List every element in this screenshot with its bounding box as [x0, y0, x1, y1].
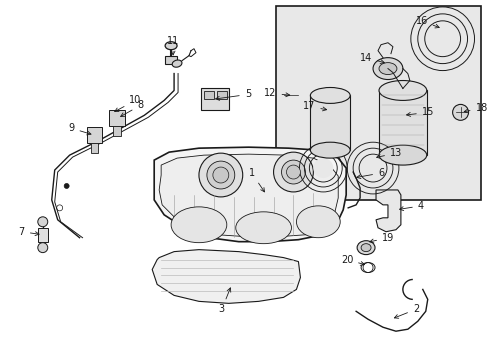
- Bar: [38, 228, 48, 242]
- Polygon shape: [154, 147, 346, 242]
- Text: 15: 15: [406, 107, 433, 117]
- Bar: [109, 111, 125, 126]
- Text: 19: 19: [369, 233, 393, 243]
- Circle shape: [199, 153, 242, 197]
- Text: 17: 17: [303, 102, 326, 111]
- Text: 12: 12: [264, 89, 289, 98]
- Text: 10: 10: [115, 95, 142, 112]
- Bar: [86, 127, 102, 143]
- Text: 8: 8: [121, 100, 143, 117]
- Text: 13: 13: [376, 148, 401, 158]
- Circle shape: [420, 17, 464, 60]
- Circle shape: [206, 161, 234, 189]
- Ellipse shape: [378, 145, 426, 165]
- Text: 4: 4: [399, 201, 423, 211]
- Text: 18: 18: [463, 103, 487, 113]
- Text: 20: 20: [340, 255, 364, 265]
- Circle shape: [212, 167, 228, 183]
- Ellipse shape: [356, 241, 374, 255]
- Bar: [90, 143, 98, 153]
- Circle shape: [281, 160, 305, 184]
- Ellipse shape: [165, 42, 177, 50]
- Ellipse shape: [235, 212, 291, 244]
- Bar: [378, 90, 426, 155]
- Text: 1: 1: [248, 168, 264, 192]
- Text: 2: 2: [394, 304, 418, 318]
- Bar: [203, 91, 213, 99]
- Bar: [165, 56, 177, 64]
- Text: 9: 9: [68, 123, 91, 135]
- Circle shape: [38, 217, 48, 227]
- Ellipse shape: [171, 207, 226, 243]
- Text: 11: 11: [166, 36, 179, 55]
- Bar: [201, 89, 228, 111]
- Bar: [310, 95, 349, 150]
- Ellipse shape: [296, 206, 340, 238]
- Circle shape: [64, 184, 69, 188]
- Polygon shape: [159, 154, 338, 237]
- Circle shape: [273, 152, 313, 192]
- Bar: [275, 6, 481, 200]
- Polygon shape: [375, 190, 400, 232]
- Ellipse shape: [360, 244, 370, 252]
- Circle shape: [452, 104, 468, 120]
- Circle shape: [363, 158, 382, 178]
- Ellipse shape: [172, 60, 182, 67]
- Ellipse shape: [310, 142, 349, 158]
- Bar: [113, 126, 121, 136]
- Circle shape: [38, 243, 48, 253]
- Text: 6: 6: [356, 168, 384, 179]
- Text: 3: 3: [218, 288, 230, 314]
- Circle shape: [286, 165, 300, 179]
- Text: 5: 5: [215, 89, 250, 100]
- Text: 14: 14: [359, 53, 384, 63]
- Ellipse shape: [378, 81, 426, 100]
- Ellipse shape: [310, 87, 349, 103]
- Text: 7: 7: [19, 227, 39, 237]
- Circle shape: [313, 158, 332, 178]
- Bar: [216, 91, 226, 99]
- Ellipse shape: [372, 58, 402, 80]
- Ellipse shape: [378, 63, 396, 75]
- Polygon shape: [152, 249, 300, 303]
- Text: 16: 16: [415, 16, 438, 28]
